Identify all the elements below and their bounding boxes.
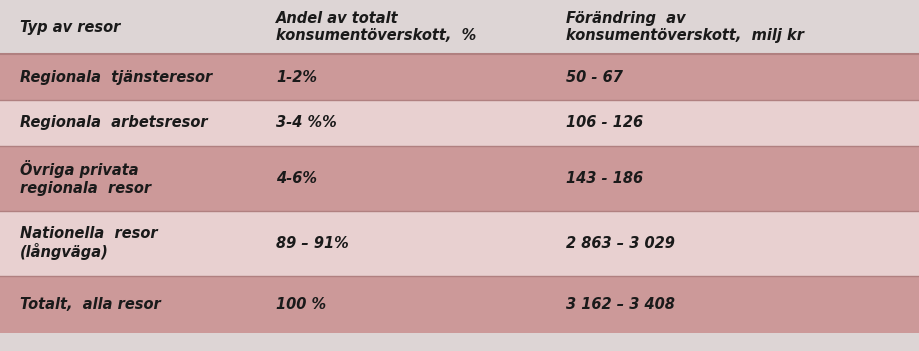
Bar (0, 100, 919, 146)
Bar (0, 276, 919, 333)
Text: 50 - 67: 50 - 67 (565, 70, 622, 85)
Text: 106 - 126: 106 - 126 (565, 115, 642, 130)
Text: Andel av totalt
konsumentöverskott,  %: Andel av totalt konsumentöverskott, % (276, 11, 476, 44)
Text: 3-4 %%: 3-4 %% (276, 115, 336, 130)
Text: 1-2%: 1-2% (276, 70, 317, 85)
Text: 100 %: 100 % (276, 297, 325, 312)
Text: 143 - 186: 143 - 186 (565, 171, 642, 186)
Text: Regionala  tjänsteresor: Regionala tjänsteresor (20, 70, 212, 85)
Text: Nationella  resor
(långväga): Nationella resor (långväga) (20, 226, 158, 260)
Bar (0, 211, 919, 276)
Text: 4-6%: 4-6% (276, 171, 317, 186)
Bar (0, 0, 919, 54)
Text: Förändring  av
konsumentöverskott,  milj kr: Förändring av konsumentöverskott, milj k… (565, 11, 803, 44)
Text: Totalt,  alla resor: Totalt, alla resor (20, 297, 161, 312)
Text: 2 863 – 3 029: 2 863 – 3 029 (565, 236, 674, 251)
Text: Övriga privata
regionala  resor: Övriga privata regionala resor (20, 160, 152, 196)
Text: 89 – 91%: 89 – 91% (276, 236, 348, 251)
Bar (0, 54, 919, 100)
Text: 3 162 – 3 408: 3 162 – 3 408 (565, 297, 674, 312)
Text: Typ av resor: Typ av resor (20, 20, 120, 35)
Text: Regionala  arbetsresor: Regionala arbetsresor (20, 115, 208, 130)
Bar (0, 146, 919, 211)
